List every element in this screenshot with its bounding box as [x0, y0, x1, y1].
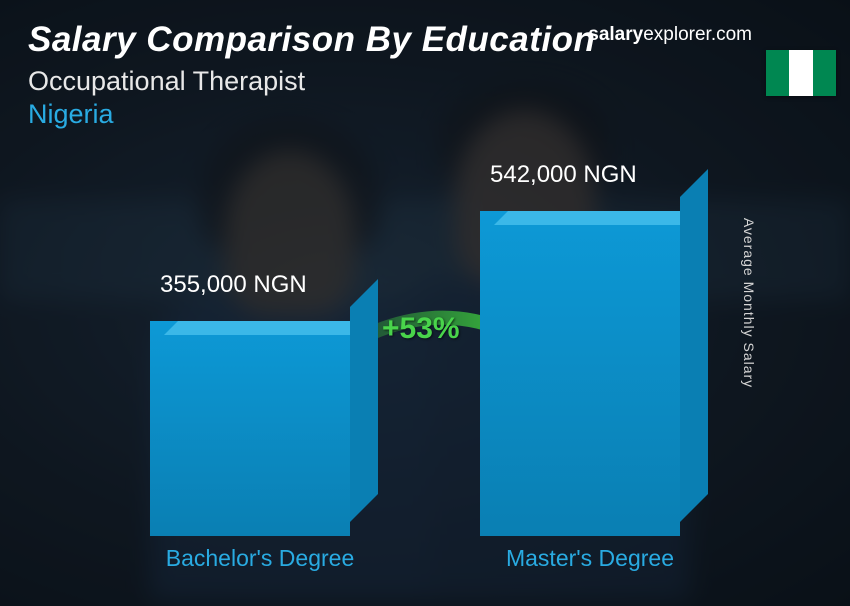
chart-subtitle: Occupational Therapist — [28, 66, 822, 97]
bar-value-label: 355,000 NGN — [160, 271, 360, 299]
header: Salary Comparison By Education Occupatio… — [0, 0, 850, 130]
brand-text-bold: salary — [588, 24, 643, 45]
chart-country: Nigeria — [28, 99, 822, 130]
bar-bachelors: 355,000 NGN Bachelor's Degree — [150, 321, 350, 536]
bar-masters: 542,000 NGN Master's Degree — [480, 211, 680, 536]
flag-stripe — [766, 50, 789, 96]
bar-side-face — [350, 279, 378, 522]
brand-logo: salaryexplorer.com — [588, 24, 752, 46]
flag-stripe — [813, 50, 836, 96]
nigeria-flag-icon — [766, 50, 836, 96]
bar-top-face — [494, 211, 708, 225]
bar-category-label: Master's Degree — [480, 545, 700, 572]
flag-stripe — [789, 50, 812, 96]
bar-category-label: Bachelor's Degree — [150, 545, 370, 572]
bar-value-label: 542,000 NGN — [490, 161, 690, 189]
percent-increase-badge: +53% — [382, 312, 460, 346]
bar-side-face — [680, 169, 708, 522]
brand-text-light: explorer.com — [643, 24, 752, 45]
bar-front-face — [480, 211, 680, 536]
bar-front-face — [150, 321, 350, 536]
bar-top-face — [164, 321, 378, 335]
chart-area: +53% 355,000 NGN Bachelor's Degree 542,0… — [0, 156, 790, 576]
